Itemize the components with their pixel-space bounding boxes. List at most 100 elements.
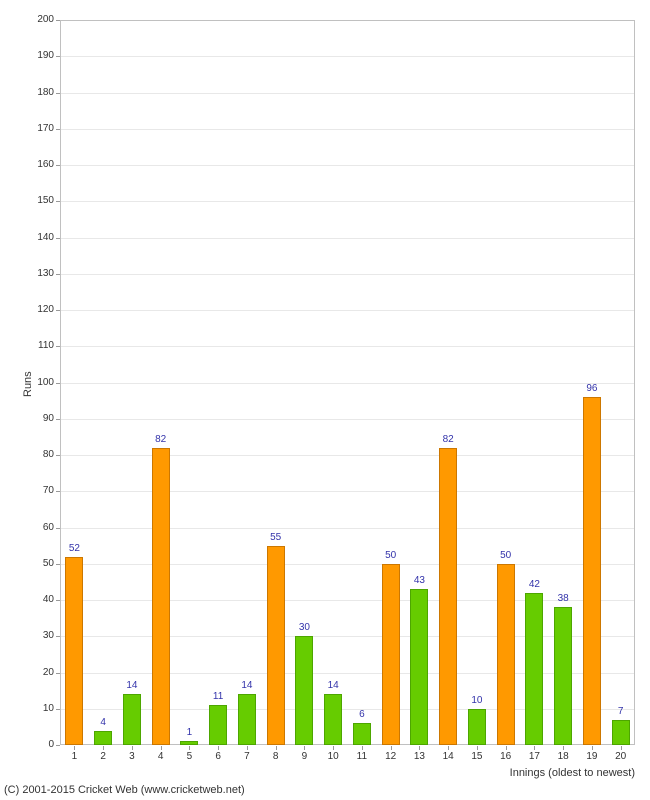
ytick-label: 60 bbox=[30, 522, 54, 533]
xtick-label: 13 bbox=[407, 751, 431, 762]
xtick-label: 1 bbox=[62, 751, 86, 762]
xtick-label: 8 bbox=[264, 751, 288, 762]
ytick-mark bbox=[56, 56, 60, 57]
bar bbox=[209, 705, 227, 745]
ytick-label: 140 bbox=[30, 232, 54, 243]
ytick-mark bbox=[56, 528, 60, 529]
ytick-label: 70 bbox=[30, 485, 54, 496]
ytick-mark bbox=[56, 491, 60, 492]
gridline bbox=[61, 491, 634, 492]
bar bbox=[612, 720, 630, 745]
bar bbox=[410, 589, 428, 745]
gridline bbox=[61, 274, 634, 275]
ytick-label: 80 bbox=[30, 449, 54, 460]
bar-value-label: 14 bbox=[117, 680, 147, 691]
ytick-mark bbox=[56, 165, 60, 166]
xtick-label: 14 bbox=[436, 751, 460, 762]
bar bbox=[468, 709, 486, 745]
ytick-label: 120 bbox=[30, 304, 54, 315]
bar-value-label: 30 bbox=[289, 622, 319, 633]
bar bbox=[554, 607, 572, 745]
bar-value-label: 52 bbox=[59, 543, 89, 554]
bar-value-label: 42 bbox=[519, 579, 549, 590]
gridline bbox=[61, 564, 634, 565]
ytick-mark bbox=[56, 673, 60, 674]
xtick-label: 17 bbox=[522, 751, 546, 762]
xtick-label: 18 bbox=[551, 751, 575, 762]
gridline bbox=[61, 673, 634, 674]
ytick-label: 150 bbox=[30, 195, 54, 206]
xtick-mark bbox=[506, 746, 507, 750]
ytick-label: 90 bbox=[30, 413, 54, 424]
ytick-label: 160 bbox=[30, 159, 54, 170]
bar-value-label: 6 bbox=[347, 709, 377, 720]
bar bbox=[295, 636, 313, 745]
xtick-mark bbox=[534, 746, 535, 750]
gridline bbox=[61, 165, 634, 166]
xtick-label: 9 bbox=[292, 751, 316, 762]
xtick-label: 6 bbox=[206, 751, 230, 762]
gridline bbox=[61, 383, 634, 384]
xtick-mark bbox=[74, 746, 75, 750]
xtick-mark bbox=[563, 746, 564, 750]
xtick-label: 5 bbox=[177, 751, 201, 762]
ytick-mark bbox=[56, 129, 60, 130]
copyright-text: (C) 2001-2015 Cricket Web (www.cricketwe… bbox=[4, 784, 245, 796]
gridline bbox=[61, 455, 634, 456]
ytick-label: 180 bbox=[30, 87, 54, 98]
ytick-label: 170 bbox=[30, 123, 54, 134]
xtick-label: 11 bbox=[350, 751, 374, 762]
xtick-label: 12 bbox=[379, 751, 403, 762]
bar bbox=[382, 564, 400, 745]
ytick-label: 10 bbox=[30, 703, 54, 714]
bar-value-label: 82 bbox=[146, 434, 176, 445]
ytick-label: 30 bbox=[30, 630, 54, 641]
xtick-mark bbox=[189, 746, 190, 750]
bar bbox=[525, 593, 543, 745]
xtick-mark bbox=[132, 746, 133, 750]
ytick-mark bbox=[56, 20, 60, 21]
gridline bbox=[61, 346, 634, 347]
gridline bbox=[61, 310, 634, 311]
ytick-label: 130 bbox=[30, 268, 54, 279]
ytick-mark bbox=[56, 745, 60, 746]
ytick-mark bbox=[56, 238, 60, 239]
ytick-label: 110 bbox=[30, 340, 54, 351]
ytick-mark bbox=[56, 564, 60, 565]
ytick-mark bbox=[56, 600, 60, 601]
xtick-mark bbox=[304, 746, 305, 750]
ytick-mark bbox=[56, 455, 60, 456]
bar-value-label: 14 bbox=[232, 680, 262, 691]
ytick-label: 190 bbox=[30, 50, 54, 61]
bar-value-label: 50 bbox=[491, 550, 521, 561]
bar-value-label: 82 bbox=[433, 434, 463, 445]
xtick-mark bbox=[419, 746, 420, 750]
bar bbox=[583, 397, 601, 745]
xtick-label: 4 bbox=[149, 751, 173, 762]
bar bbox=[180, 741, 198, 745]
bar-value-label: 4 bbox=[88, 717, 118, 728]
bar bbox=[324, 694, 342, 745]
xtick-mark bbox=[333, 746, 334, 750]
bar bbox=[123, 694, 141, 745]
ytick-label: 20 bbox=[30, 667, 54, 678]
bar bbox=[94, 731, 112, 746]
xtick-mark bbox=[103, 746, 104, 750]
xtick-mark bbox=[391, 746, 392, 750]
bar-value-label: 38 bbox=[548, 593, 578, 604]
xtick-mark bbox=[161, 746, 162, 750]
bar bbox=[353, 723, 371, 745]
xtick-label: 3 bbox=[120, 751, 144, 762]
ytick-mark bbox=[56, 274, 60, 275]
ytick-mark bbox=[56, 346, 60, 347]
bar-value-label: 10 bbox=[462, 695, 492, 706]
ytick-label: 200 bbox=[30, 14, 54, 25]
xtick-mark bbox=[592, 746, 593, 750]
xtick-label: 19 bbox=[580, 751, 604, 762]
bar bbox=[65, 557, 83, 746]
xtick-mark bbox=[362, 746, 363, 750]
bar-value-label: 43 bbox=[404, 575, 434, 586]
bar bbox=[267, 546, 285, 745]
y-axis-label: Runs bbox=[22, 371, 34, 397]
ytick-mark bbox=[56, 310, 60, 311]
